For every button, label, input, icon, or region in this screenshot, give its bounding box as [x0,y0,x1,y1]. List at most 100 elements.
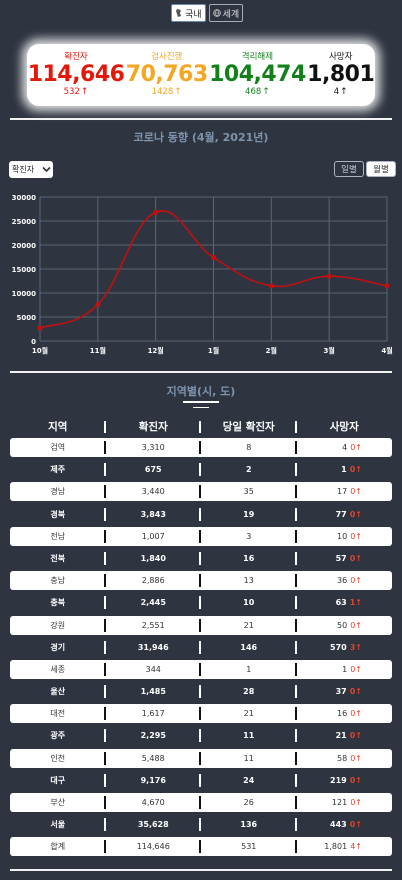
region-name: 경남 [50,487,66,497]
monthly-button[interactable]: 월별 [366,161,396,177]
cell-today: 531 [201,837,297,856]
domestic-label: 국내 [185,9,202,20]
x-tick-label: 12월 [148,346,164,355]
cell-today: 136 [201,815,297,834]
cases-value: 5,488 [141,753,165,763]
deaths-value: 1 [342,664,348,674]
header-label: 지역 [48,420,68,433]
cases-value: 3,440 [141,487,165,497]
cell-deaths: 443 0↑ [297,815,393,834]
stat-delta: 4 ↑ [334,87,348,97]
col-today: 당일 확진자 [201,419,297,434]
y-tick-label: 20000 [12,242,36,250]
x-tick-label: 4월 [381,346,392,355]
stat-delta: 468 ↑ [245,87,270,97]
cell-cases: 9,176 [106,771,201,790]
data-point [268,283,274,289]
arrow-up-icon: ↑ [355,687,362,697]
column-separator [103,640,106,654]
deaths-value: 1 [341,465,347,475]
table-row: 전북 1,840 16 57 0↑ [10,548,392,568]
deaths-value: 57 [335,553,347,563]
table-row: 인천 5,488 11 58 0↑ [10,748,392,768]
death-delta-value: 0 [350,443,356,452]
column-separator [294,796,297,809]
header-label: 사망자 [329,420,359,433]
death-delta-value: 1 [349,598,356,608]
death-delta-value: 4 [350,842,356,852]
cell-deaths: 37 0↑ [297,682,393,701]
deaths-value: 443 [330,820,347,830]
death-delta: 0↑ [350,776,362,785]
cell-deaths: 4 0↑ [297,438,393,457]
cell-region: 강원 [10,616,106,635]
cases-value: 344 [145,664,161,674]
region-name: 강원 [50,620,66,630]
table-header: 지역 확진자 당일 확진자 사망자 [10,418,392,434]
arrow-up-icon: ↑ [355,465,362,475]
arrow-up-icon: ↑ [355,576,362,586]
column-separator [103,796,106,809]
domestic-tab[interactable]: 국내 [171,4,206,22]
cases-value: 31,946 [137,642,169,652]
today-value: 21 [243,620,254,630]
arrow-up-icon: ↑ [355,820,362,830]
cell-cases: 3,310 [106,438,201,457]
column-separator [199,773,201,787]
death-delta-value: 3 [349,642,356,652]
column-separator [294,751,297,765]
cell-cases: 2,295 [106,726,201,745]
column-separator [103,662,106,676]
today-value: 26 [243,798,254,807]
cell-deaths: 36 0↑ [297,571,393,590]
header-label: 당일 확진자 [222,420,275,433]
cell-today: 35 [201,482,297,501]
region-name: 대전 [50,709,66,719]
cell-cases: 31,946 [106,638,201,657]
cases-value: 1,840 [140,553,166,563]
period-toggle: 일별 월별 [334,161,396,177]
y-axis: 0 5000 10000 15000 20000 25000 30000 [12,194,36,346]
death-delta-value: 0 [350,798,356,807]
region-name: 합계 [50,842,66,852]
y-tick-label: 5000 [17,314,37,322]
today-value: 24 [243,775,255,785]
trend-chart: 0 5000 10000 15000 20000 25000 30000 10월 11월 12월… [12,194,393,355]
world-tab[interactable]: 세계 [208,4,244,22]
arrow-up-icon: ↑ [340,87,348,97]
stat-delta-value: 4 [333,87,340,97]
column-separator [294,640,297,654]
today-value: 16 [243,553,255,563]
stat-value: 114,646 [27,62,125,87]
column-separator [294,773,297,787]
cell-region: 전북 [10,549,106,568]
arrow-up-icon: ↑ [355,775,362,785]
table-row: 서울 35,628 136 443 0↑ [10,815,393,835]
column-separator [294,729,297,743]
death-delta-value: 0 [349,687,356,697]
column-separator [199,551,201,565]
column-separator [103,507,106,521]
table-row: 검역 3,310 8 4 0↑ [10,438,392,457]
cell-region: 울산 [10,682,106,701]
deaths-value: 37 [335,687,347,697]
cases-value: 1,007 [141,531,165,541]
death-delta: 0↑ [350,443,362,452]
metric-select[interactable]: 확진자 [9,161,53,178]
col-region: 지역 [10,419,106,434]
cell-today: 3 [201,527,297,546]
today-value: 13 [243,576,254,586]
col-cases: 확진자 [106,419,201,434]
table-row: 세종 344 1 1 0↑ [10,659,392,679]
cell-deaths: 10 0↑ [297,527,393,546]
region-name: 충북 [50,598,66,608]
cell-cases: 344 [106,660,201,679]
stat-testing: 검사진행 70,763 1428 ↑ [126,44,208,106]
cell-deaths: 77 0↑ [297,505,393,524]
cases-value: 2,445 [140,598,166,608]
daily-button[interactable]: 일별 [334,161,364,177]
arrow-up-icon: ↑ [355,753,362,763]
deaths-value: 21 [335,731,347,741]
death-delta-value: 0 [350,531,356,541]
data-point [37,325,43,331]
